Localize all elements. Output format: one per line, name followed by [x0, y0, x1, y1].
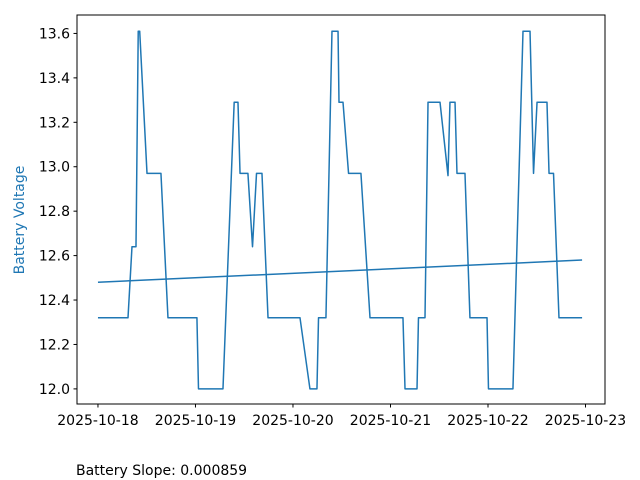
y-tick-label: 12.8: [39, 204, 70, 220]
y-axis-label: Battery Voltage: [12, 166, 28, 275]
stats-slope-text: Battery Slope: 0.000859: [76, 463, 248, 479]
plot-area: 12.0 12.2 12.4 12.6 12.8 13.0 13.2 13.4 13.6 2025…: [39, 14, 626, 429]
x-tick-label: 2025-10-22: [447, 413, 528, 429]
stats-footer: Battery Slope: 0.000859 Battery Min: 12.…: [76, 431, 369, 480]
x-tick-label: 2025-10-23: [545, 413, 626, 429]
y-tick-label: 12.2: [39, 337, 70, 353]
axes-frame: [76, 14, 606, 405]
x-tick-label: 2025-10-20: [252, 413, 333, 429]
y-tick-label: 13.6: [39, 26, 70, 42]
y-tick-label: 12.4: [39, 293, 70, 309]
y-tick-label: 13.2: [39, 115, 70, 131]
y-tick-label: 12.6: [39, 249, 70, 265]
y-tick-label: 12.0: [39, 382, 70, 398]
x-tick-label: 2025-10-19: [155, 413, 236, 429]
y-tick-label: 13.4: [39, 71, 70, 87]
x-tick-label: 2025-10-18: [57, 413, 138, 429]
trend-line-line: [97, 259, 583, 284]
x-tick-label: 2025-10-21: [350, 413, 431, 429]
y-tick-label: 13.0: [39, 160, 70, 176]
battery-voltage-line: [97, 30, 583, 390]
